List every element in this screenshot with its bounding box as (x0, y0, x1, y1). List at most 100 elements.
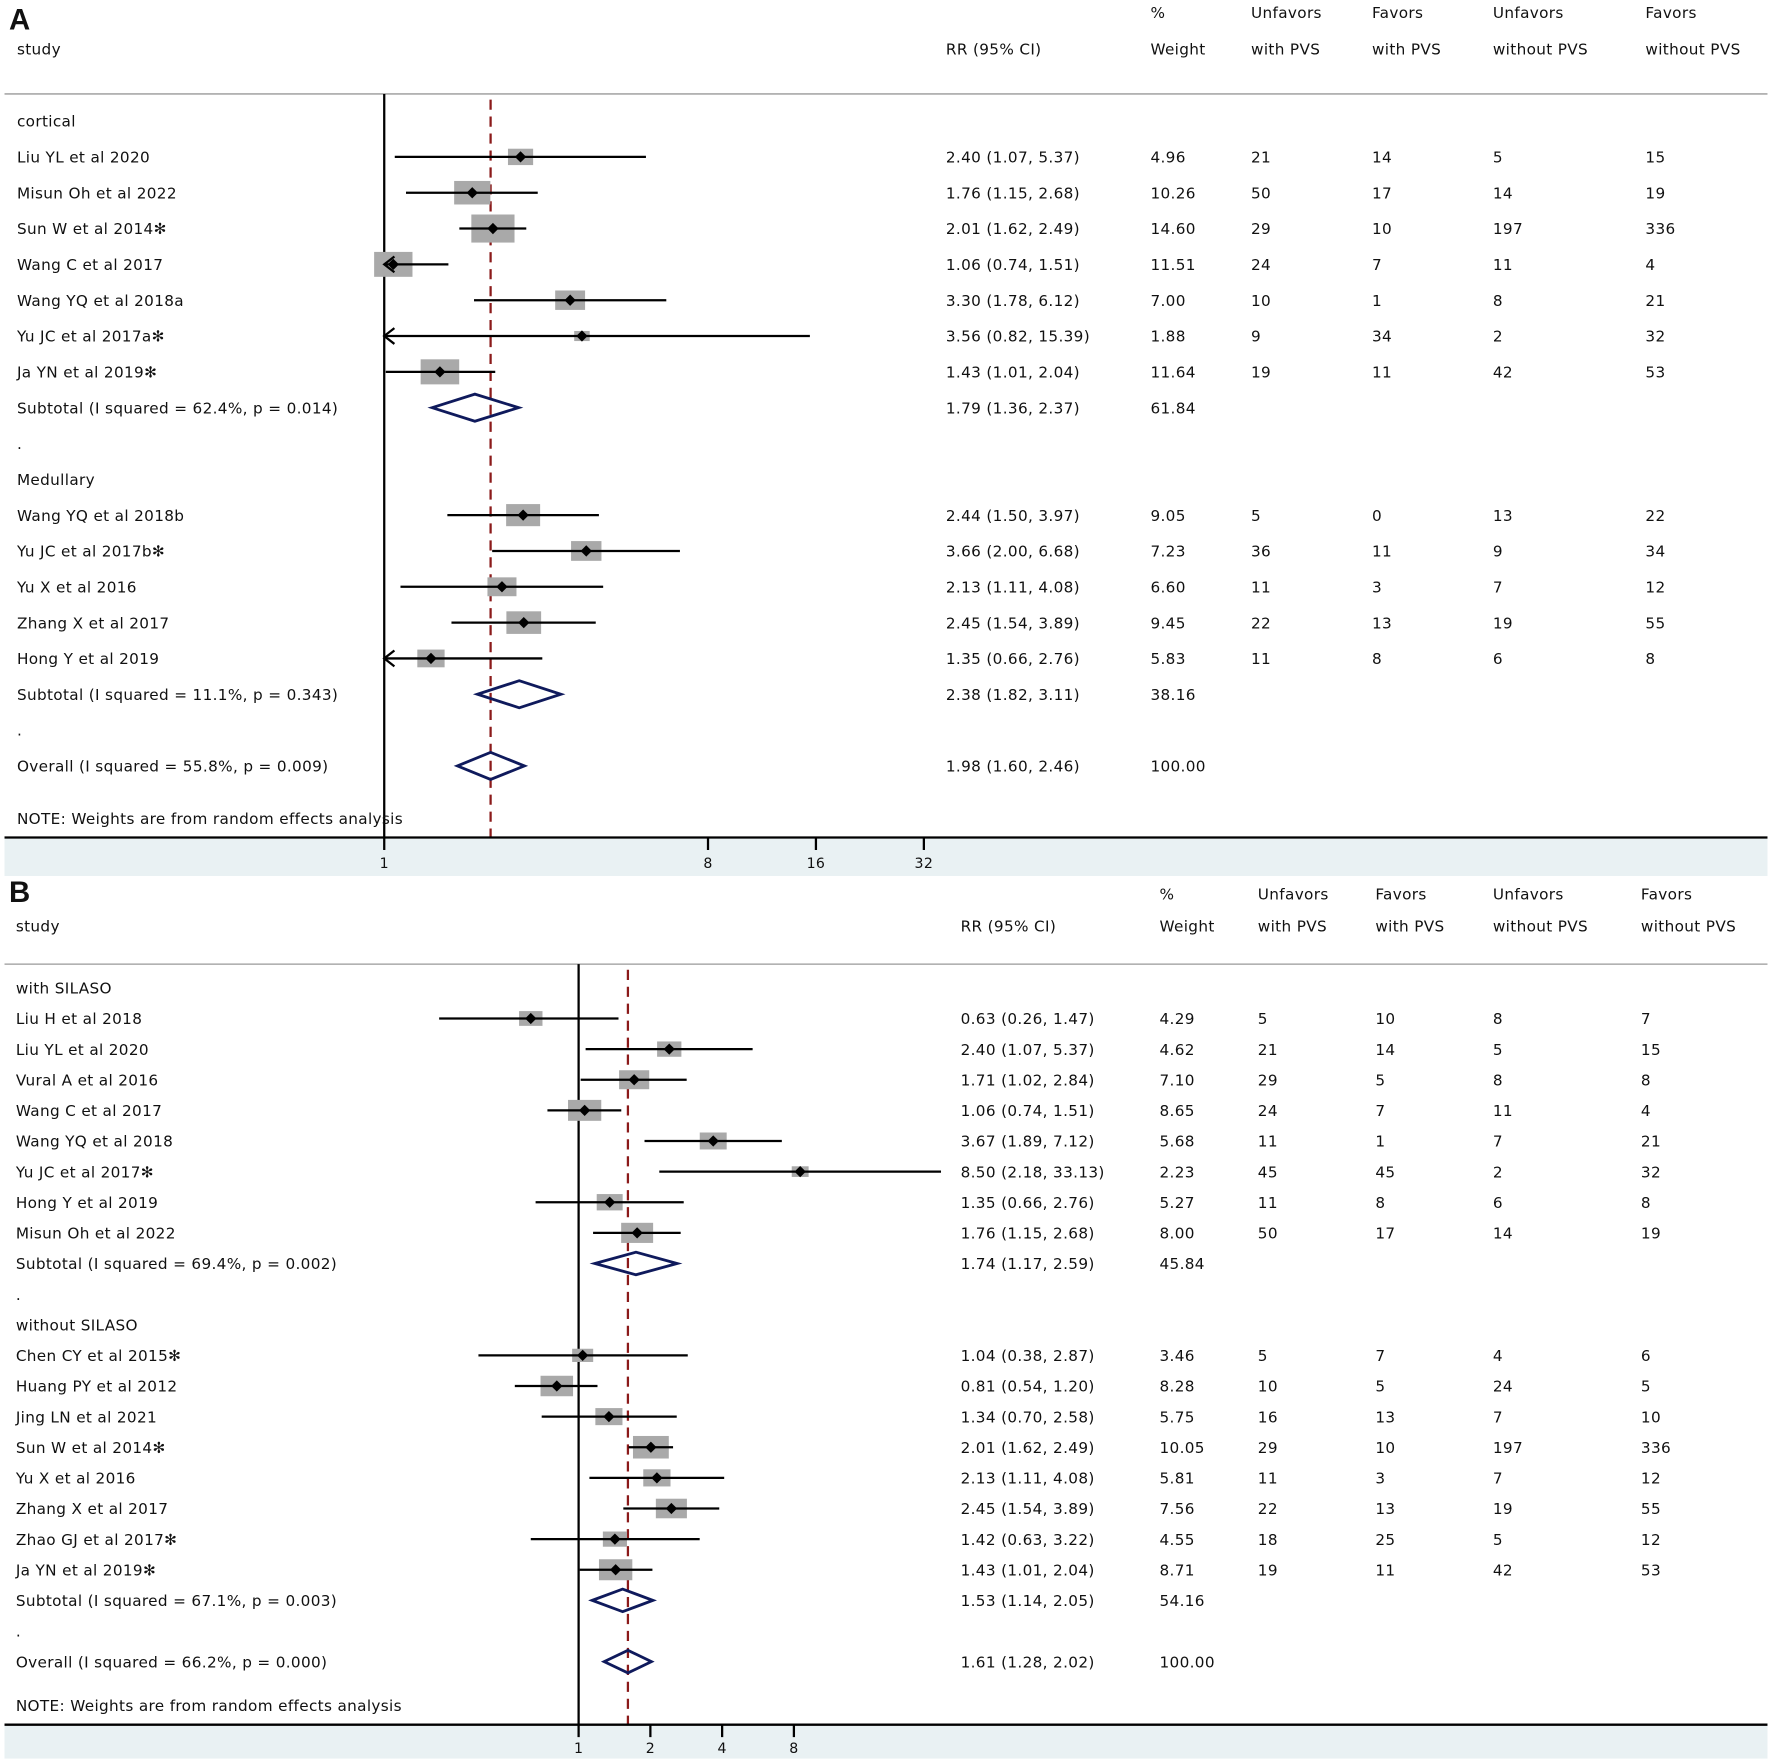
study-ci: 1.42 (0.63, 3.22) (961, 1531, 1095, 1549)
study-count: 32 (1641, 1163, 1661, 1181)
study-weight: 4.96 (1150, 149, 1185, 167)
study-weight: 1.88 (1150, 328, 1185, 346)
x-axis-tick-label: 32 (915, 856, 934, 872)
study-count: 55 (1641, 1500, 1661, 1518)
study-count: 5 (1493, 1041, 1503, 1059)
study-count: 22 (1251, 614, 1271, 632)
study-ci: 0.81 (0.54, 1.20) (961, 1378, 1095, 1396)
study-count: 5 (1375, 1378, 1385, 1396)
study-name: Sun W et al 2014✻ (16, 1439, 166, 1457)
study-count: 29 (1258, 1071, 1278, 1089)
study-count: 8 (1641, 1194, 1651, 1212)
study-name: Ja YN et al 2019✻ (15, 1561, 156, 1579)
study-count: 10 (1375, 1439, 1395, 1457)
study-name: Liu H et al 2018 (16, 1010, 142, 1028)
x-axis-tick-label: 8 (789, 1741, 798, 1757)
study-count: 16 (1258, 1408, 1278, 1426)
study-ci: 1.34 (0.70, 2.58) (961, 1408, 1095, 1426)
study-count: 17 (1372, 184, 1392, 202)
study-row: Yu JC et al 2017✻ 8.50 (2.18, 33.13) 2.23 4… (15, 1163, 1661, 1181)
study-count: 22 (1258, 1500, 1278, 1518)
study-count: 2 (1493, 1163, 1503, 1181)
study-name: Wang C et al 2017 (16, 1102, 162, 1120)
study-count: 7 (1375, 1347, 1385, 1365)
study-weight: 8.71 (1159, 1561, 1194, 1579)
study-ci: 3.30 (1.78, 6.12) (946, 292, 1080, 310)
study-count: 21 (1258, 1041, 1278, 1059)
study-count: 36 (1251, 543, 1271, 561)
column-header: study (17, 40, 61, 58)
study-row: Sun W et al 2014✻ 2.01 (1.62, 2.49) 14.60 2… (17, 214, 1675, 243)
study-name: Misun Oh et al 2022 (16, 1225, 176, 1243)
study-weight: 3.46 (1159, 1347, 1194, 1365)
study-count: 8 (1493, 1071, 1503, 1089)
panel-label: A (9, 4, 31, 37)
study-row: Wang YQ et al 2018b 2.44 (1.50, 3.97) 9.05… (17, 504, 1665, 527)
study-row: Misun Oh et al 2022 1.76 (1.15, 2.68) 8.00… (16, 1222, 1661, 1243)
point-estimate (576, 330, 588, 342)
study-count: 5 (1258, 1010, 1268, 1028)
study-count: 336 (1641, 1439, 1671, 1457)
study-name: Hong Y et al 2019 (17, 650, 159, 668)
study-count: 8 (1493, 292, 1503, 310)
study-ci: 2.40 (1.07, 5.37) (946, 149, 1080, 167)
footnote: NOTE: Weights are from random effects an… (17, 810, 403, 828)
ci-arrow-icon (382, 327, 396, 345)
study-name: Ja YN et al 2019✻ (16, 363, 157, 381)
study-count: 8 (1375, 1194, 1385, 1212)
study-count: 13 (1375, 1500, 1395, 1518)
subgroup-label: with SILASO (16, 980, 112, 998)
pooled-weight: 54.16 (1159, 1592, 1204, 1610)
study-count: 11 (1493, 256, 1513, 274)
study-row: Misun Oh et al 2022 1.76 (1.15, 2.68) 10.2… (17, 180, 1665, 205)
column-header: with PVS (1375, 917, 1444, 935)
study-count: 21 (1251, 149, 1271, 167)
subgroup-label: Medullary (17, 471, 95, 489)
study-count: 7 (1641, 1010, 1651, 1028)
study-row: Yu JC et al 2017b✻ 3.66 (2.00, 6.68) 7.23 3… (16, 541, 1665, 561)
point-estimate (564, 294, 576, 306)
study-row: Zhang X et al 2017 2.45 (1.54, 3.89) 7.56 2… (16, 1498, 1661, 1519)
column-header: RR (95% CI) (946, 40, 1042, 58)
column-header: without PVS (1645, 40, 1740, 58)
study-ci: 1.06 (0.74, 1.51) (946, 256, 1080, 274)
study-count: 18 (1258, 1531, 1278, 1549)
study-count: 8 (1372, 650, 1382, 668)
study-count: 29 (1251, 220, 1271, 238)
study-count: 14 (1375, 1041, 1395, 1059)
pooled-ci: 1.79 (1.36, 2.37) (946, 399, 1080, 417)
point-estimate (518, 616, 530, 629)
study-row: Zhang X et al 2017 2.45 (1.54, 3.89) 9.45 2… (17, 611, 1665, 634)
pooled-ci: 1.74 (1.17, 2.59) (961, 1255, 1095, 1273)
column-header: Unfavors (1493, 4, 1564, 22)
study-count: 11 (1372, 543, 1392, 561)
study-count: 6 (1641, 1347, 1651, 1365)
study-count: 45 (1375, 1163, 1395, 1181)
study-ci: 2.45 (1.54, 3.89) (961, 1500, 1095, 1518)
point-estimate (604, 1196, 616, 1208)
study-count: 11 (1372, 363, 1392, 381)
study-weight: 4.62 (1159, 1041, 1194, 1059)
study-name: Zhang X et al 2017 (16, 1500, 168, 1518)
study-name: Yu X et al 2016 (15, 1470, 136, 1488)
study-count: 29 (1258, 1439, 1278, 1457)
study-count: 7 (1372, 256, 1382, 274)
pooled-weight: 38.16 (1150, 686, 1195, 704)
study-weight: 7.23 (1150, 543, 1185, 561)
study-count: 34 (1372, 328, 1392, 346)
study-count: 7 (1493, 1470, 1503, 1488)
x-axis-tick-label: 8 (703, 856, 712, 872)
pooled-diamond (453, 750, 529, 781)
study-ci: 1.06 (0.74, 1.51) (961, 1102, 1095, 1120)
study-name: Huang PY et al 2012 (16, 1378, 178, 1396)
study-name: Yu X et al 2016 (16, 578, 137, 596)
footnote: NOTE: Weights are from random effects an… (16, 1697, 402, 1715)
study-count: 13 (1375, 1408, 1395, 1426)
point-estimate (434, 366, 446, 378)
axis-band (4, 837, 1768, 876)
study-row: Ja YN et al 2019✻ 1.43 (1.01, 2.04) 11.64 1… (16, 359, 1665, 385)
study-count: 3 (1372, 578, 1382, 596)
study-ci: 1.43 (1.01, 2.04) (946, 363, 1080, 381)
study-count: 1 (1372, 292, 1382, 310)
